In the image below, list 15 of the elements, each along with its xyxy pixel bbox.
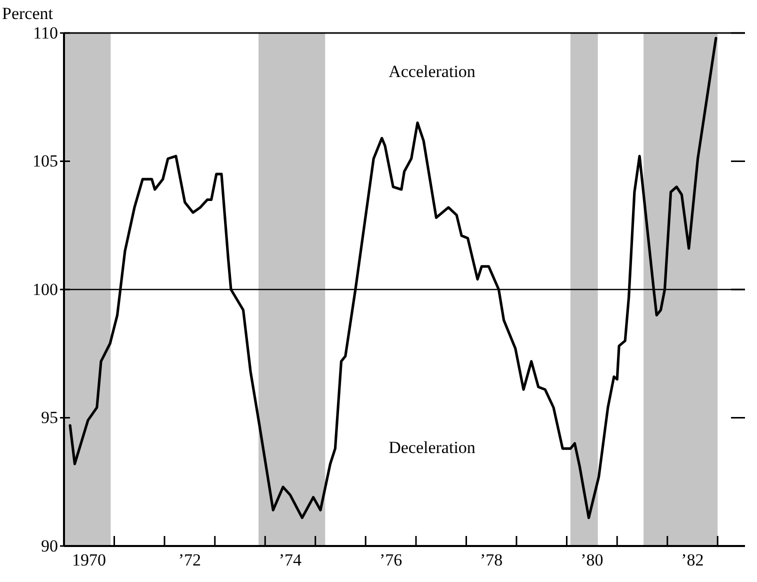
annotation: Acceleration [388,62,476,81]
x-tick-label: 1970 [72,550,106,570]
y-tick-label: 95 [41,408,58,428]
x-tick-label: ’80 [580,550,604,570]
y-tick-label: 105 [32,152,58,171]
x-tick-label: ’82 [681,550,704,570]
y-tick-label: 100 [32,280,58,299]
x-tick-label: ’72 [178,550,202,570]
y-axis-title: Percent [2,4,54,23]
y-tick-label: 90 [41,536,58,556]
x-tick-label: ’76 [379,550,402,570]
x-tick-label: ’74 [278,550,302,570]
annotation: Deceleration [388,438,476,457]
y-tick-label: 110 [33,23,58,42]
x-tick-label: ’78 [480,550,503,570]
